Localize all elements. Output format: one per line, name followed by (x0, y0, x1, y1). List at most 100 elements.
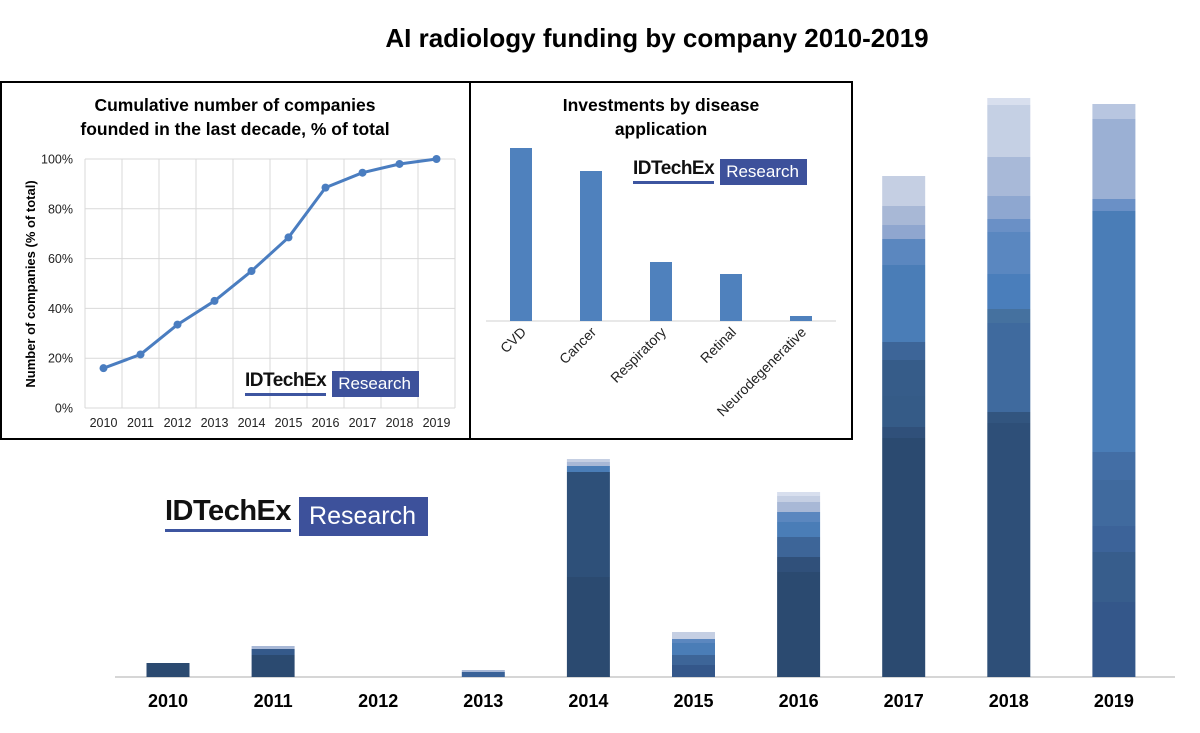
logo-tag: Research (332, 371, 419, 397)
disease-bar (580, 171, 602, 321)
bar-segment (882, 206, 926, 225)
x-tick-label: 2013 (201, 416, 229, 430)
disease-inset-panel (469, 81, 853, 440)
line-path (102, 157, 437, 370)
bar-segment (987, 219, 1031, 232)
bar-segment (1092, 211, 1136, 452)
bar-segment (672, 655, 715, 665)
line-point (432, 155, 441, 163)
bar-segment (777, 537, 821, 557)
x-tick-label: 2015 (673, 691, 713, 711)
bar-segment (882, 265, 926, 342)
bar-segment (882, 396, 926, 427)
x-tick-label: 2016 (312, 416, 340, 430)
bar-segment (777, 496, 821, 502)
x-tick-label: 2013 (463, 691, 503, 711)
logo-brand: IDTechEx (245, 371, 327, 396)
bar-segment (882, 176, 926, 206)
logo-brand: IDTechEx (165, 497, 292, 532)
bar-segment (566, 577, 610, 677)
line-title-1: Cumulative number of companies (94, 95, 375, 115)
main-x-labels: 2010 2011 2012 2013 2014 2015 2016 2017 2018 2019 (148, 691, 1134, 711)
bar-segment (987, 423, 1031, 677)
disease-bar (650, 262, 672, 321)
x-tick-label: 2011 (254, 691, 293, 711)
x-tick-label: 2010 (90, 416, 118, 430)
bar-segment (882, 342, 926, 360)
x-tick-label: 2019 (423, 416, 451, 430)
idtechex-logo-disease: IDTechEx Research (633, 159, 807, 185)
bar-segment (251, 649, 295, 655)
line-point (136, 350, 145, 359)
disease-bar (790, 316, 812, 321)
bar-segment (1092, 480, 1136, 526)
bar-segment (672, 665, 715, 677)
bar-segment (777, 502, 821, 512)
bar-segment (987, 105, 1031, 157)
main-bars (146, 98, 1136, 677)
bar-segment (987, 412, 1031, 423)
x-tick-label: 2015 (275, 416, 303, 430)
logo-brand: IDTechEx (633, 159, 715, 184)
bar-segment (987, 157, 1031, 196)
y-tick-label: 80% (48, 202, 73, 216)
x-tick-label: 2014 (238, 416, 266, 430)
line-y-label: Number of companies (% of total) (23, 180, 38, 387)
main-title: AI radiology funding by company 2010-201… (385, 23, 928, 53)
line-point (284, 233, 293, 242)
y-tick-label: 60% (48, 252, 73, 266)
line-series (99, 155, 441, 373)
line-point (395, 159, 404, 168)
idtechex-logo-main: IDTechEx Research (165, 497, 429, 536)
bar-segment (1092, 452, 1136, 480)
line-point (173, 320, 182, 329)
bar-segment (882, 438, 926, 677)
bar-segment (566, 459, 610, 462)
x-tick-label: 2010 (148, 691, 188, 711)
disease-title-1: Investments by disease (563, 95, 760, 115)
bar-segment (1092, 552, 1136, 602)
bar-segment (882, 360, 926, 396)
bar-segment (1092, 119, 1136, 199)
bar-segment (987, 98, 1031, 105)
bar-segment (1092, 199, 1136, 211)
x-tick-label: 2019 (1094, 691, 1134, 711)
x-tick-label: 2017 (884, 691, 924, 711)
bar-segment (987, 232, 1031, 274)
bar-segment (1092, 104, 1136, 119)
bar-segment (987, 274, 1031, 309)
disease-bar (720, 274, 742, 321)
bar-segment (987, 309, 1031, 323)
y-tick-label: 0% (55, 402, 73, 416)
bar-segment (882, 427, 926, 438)
bar-segment (461, 672, 505, 677)
bar-segment (566, 472, 610, 577)
bar-segment (672, 639, 715, 643)
bar-segment (672, 632, 715, 639)
bar-segment (251, 655, 295, 677)
bar-segment (987, 323, 1031, 412)
x-tick-label: 2012 (164, 416, 192, 430)
bar-segment (777, 492, 821, 496)
x-tick-label: 2017 (349, 416, 377, 430)
line-point (210, 296, 219, 305)
bar-segment (882, 225, 926, 239)
line-grid (84, 158, 456, 409)
x-tick-label: 2016 (779, 691, 819, 711)
logo-tag: Research (299, 497, 429, 536)
bar-segment (777, 572, 821, 677)
y-tick-label: 40% (48, 302, 73, 316)
line-point (358, 168, 367, 177)
bar-segment (987, 196, 1031, 219)
disease-bar (510, 148, 532, 321)
y-tick-label: 100% (41, 153, 73, 167)
x-tick-label: 2018 (989, 691, 1029, 711)
bar-segment (461, 670, 505, 672)
disease-title-2: application (615, 119, 707, 139)
x-tick-label: 2012 (358, 691, 398, 711)
x-tick-label: 2011 (127, 416, 154, 430)
bar-segment (1092, 526, 1136, 552)
line-point (247, 267, 256, 276)
bar-segment (882, 239, 926, 265)
